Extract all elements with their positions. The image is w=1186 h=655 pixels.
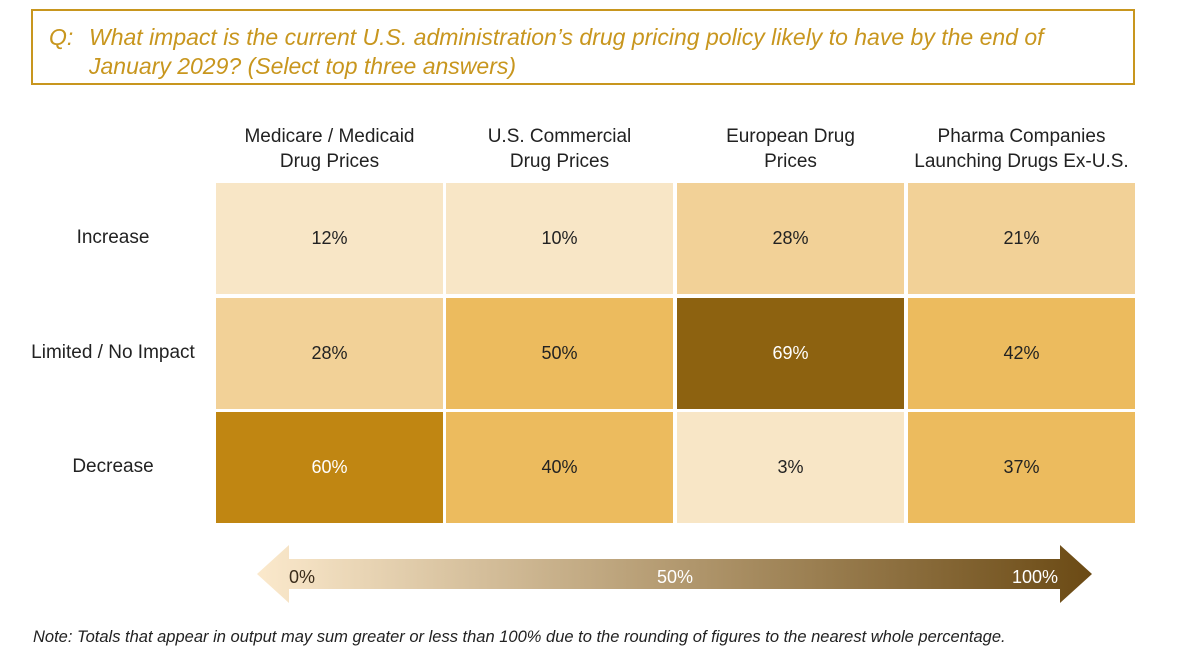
column-header-line: European Drug [726, 126, 855, 147]
column-header-line: Pharma Companies [937, 126, 1106, 147]
column-header-line: Medicare / Medicaid [244, 126, 415, 147]
question-prefix: Q: [49, 24, 74, 50]
column-header-line: Prices [764, 151, 817, 172]
column-header: Medicare / Medicaid Drug Prices [216, 124, 443, 174]
heatmap-cell: 42% [908, 298, 1135, 409]
heatmap-cell: 28% [677, 183, 904, 294]
heatmap-cell: 3% [677, 412, 904, 523]
cell-value-label: 69% [772, 343, 809, 363]
heatmap-cell: 40% [446, 412, 673, 523]
column-header-line: Launching Drugs Ex-U.S. [914, 151, 1129, 172]
heatmap-cell: 50% [446, 298, 673, 409]
heatmap-cell: 21% [908, 183, 1135, 294]
cell-value-label: 10% [541, 228, 578, 248]
column-header-line: Drug Prices [509, 151, 610, 172]
cell-value-label: 3% [777, 457, 804, 477]
row-label: Decrease [72, 455, 154, 477]
cell-value-label: 37% [1003, 457, 1040, 477]
heatmap-cell: 69% [677, 298, 904, 409]
scale-arrow-shape [257, 545, 1092, 603]
row-label: Increase [76, 226, 150, 248]
column-header: European Drug Prices [677, 124, 904, 174]
column-header-line: Drug Prices [279, 151, 380, 172]
cell-value-label: 42% [1003, 343, 1040, 363]
column-header: U.S. Commercial Drug Prices [446, 124, 673, 174]
heatmap-cell: 28% [216, 298, 443, 409]
heatmap-cell: 60% [216, 412, 443, 523]
heatmap-cell: 10% [446, 183, 673, 294]
heatmap-cell: 37% [908, 412, 1135, 523]
column-header-line: U.S. Commercial [487, 126, 632, 147]
cell-value-label: 21% [1003, 228, 1040, 248]
cell-value-label: 28% [772, 228, 809, 248]
cell-value-label: 28% [311, 343, 348, 363]
row-label: Limited / No Impact [31, 341, 195, 363]
cell-value-label: 40% [541, 457, 578, 477]
question-box: Q: What impact is the current U.S. admin… [31, 9, 1135, 85]
color-scale-arrow [257, 545, 1092, 603]
scale-max-label: 100% [1012, 567, 1059, 587]
footnote: Note: Totals that appear in output may s… [33, 628, 1006, 646]
question-text: What impact is the current U.S. administ… [89, 24, 1044, 79]
scale-mid-label: 50% [657, 567, 694, 587]
column-header: Pharma Companies Launching Drugs Ex-U.S. [908, 124, 1135, 174]
heatmap-cell: 12% [216, 183, 443, 294]
scale-min-label: 0% [289, 567, 316, 587]
cell-value-label: 12% [311, 228, 348, 248]
question-text-container: Q: What impact is the current U.S. admin… [49, 23, 1113, 79]
cell-value-label: 50% [541, 343, 578, 363]
cell-value-label: 60% [311, 457, 348, 477]
